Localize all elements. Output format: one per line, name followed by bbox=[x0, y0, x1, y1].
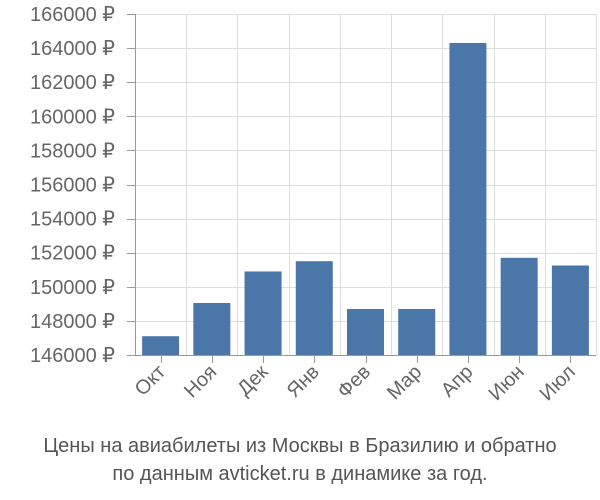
y-tick-label: 162000 ₽ bbox=[30, 72, 115, 94]
y-tick-label: 160000 ₽ bbox=[30, 106, 115, 128]
x-tick-label: Июн bbox=[485, 361, 529, 405]
bar-1 bbox=[142, 336, 180, 355]
axes bbox=[127, 14, 596, 363]
y-tick-label: 166000 ₽ bbox=[30, 4, 115, 26]
x-tick-label: Фев bbox=[333, 361, 375, 403]
x-tick-label: Апр bbox=[437, 361, 478, 402]
chart-caption-line-2: по данным avticket.ru в динамике за год. bbox=[112, 463, 488, 485]
x-tick-labels: Окт Ноя Дек Янв Фев Мар Апр Июн Июл bbox=[131, 361, 580, 405]
y-tick-label: 154000 ₽ bbox=[30, 209, 115, 231]
bar-chart: 146000 ₽ 148000 ₽ 150000 ₽ 152000 ₽ 154000 ₽… bbox=[30, 4, 597, 405]
y-tick-label: 148000 ₽ bbox=[30, 311, 115, 333]
y-tick-label: 164000 ₽ bbox=[30, 38, 115, 60]
y-tick-label: 152000 ₽ bbox=[30, 243, 115, 265]
bar-8 bbox=[500, 257, 538, 355]
bar-6 bbox=[398, 308, 436, 355]
bars bbox=[142, 42, 589, 356]
y-tick-label: 150000 ₽ bbox=[30, 277, 115, 299]
x-tick-label: Ноя bbox=[180, 361, 221, 402]
bar-2 bbox=[193, 302, 231, 355]
x-tick-label: Дек bbox=[233, 361, 272, 400]
x-tick-label: Июл bbox=[536, 361, 580, 405]
bar-7 bbox=[449, 42, 487, 356]
bar-3 bbox=[244, 271, 282, 355]
chart-caption-line-1: Цены на авиабилеты из Москвы в Бразилию … bbox=[43, 435, 557, 457]
x-tick-label: Янв bbox=[283, 361, 324, 402]
bar-5 bbox=[347, 308, 384, 355]
x-tick-label: Мар bbox=[383, 361, 426, 404]
y-tick-label: 158000 ₽ bbox=[30, 140, 115, 162]
x-tick-label: Окт bbox=[131, 361, 170, 400]
y-tick-labels: 146000 ₽ 148000 ₽ 150000 ₽ 152000 ₽ 154000 ₽… bbox=[30, 4, 115, 367]
y-tick-label: 146000 ₽ bbox=[30, 345, 115, 367]
y-tick-label: 156000 ₽ bbox=[30, 175, 115, 197]
bar-4 bbox=[295, 261, 333, 355]
bar-9 bbox=[551, 265, 589, 355]
